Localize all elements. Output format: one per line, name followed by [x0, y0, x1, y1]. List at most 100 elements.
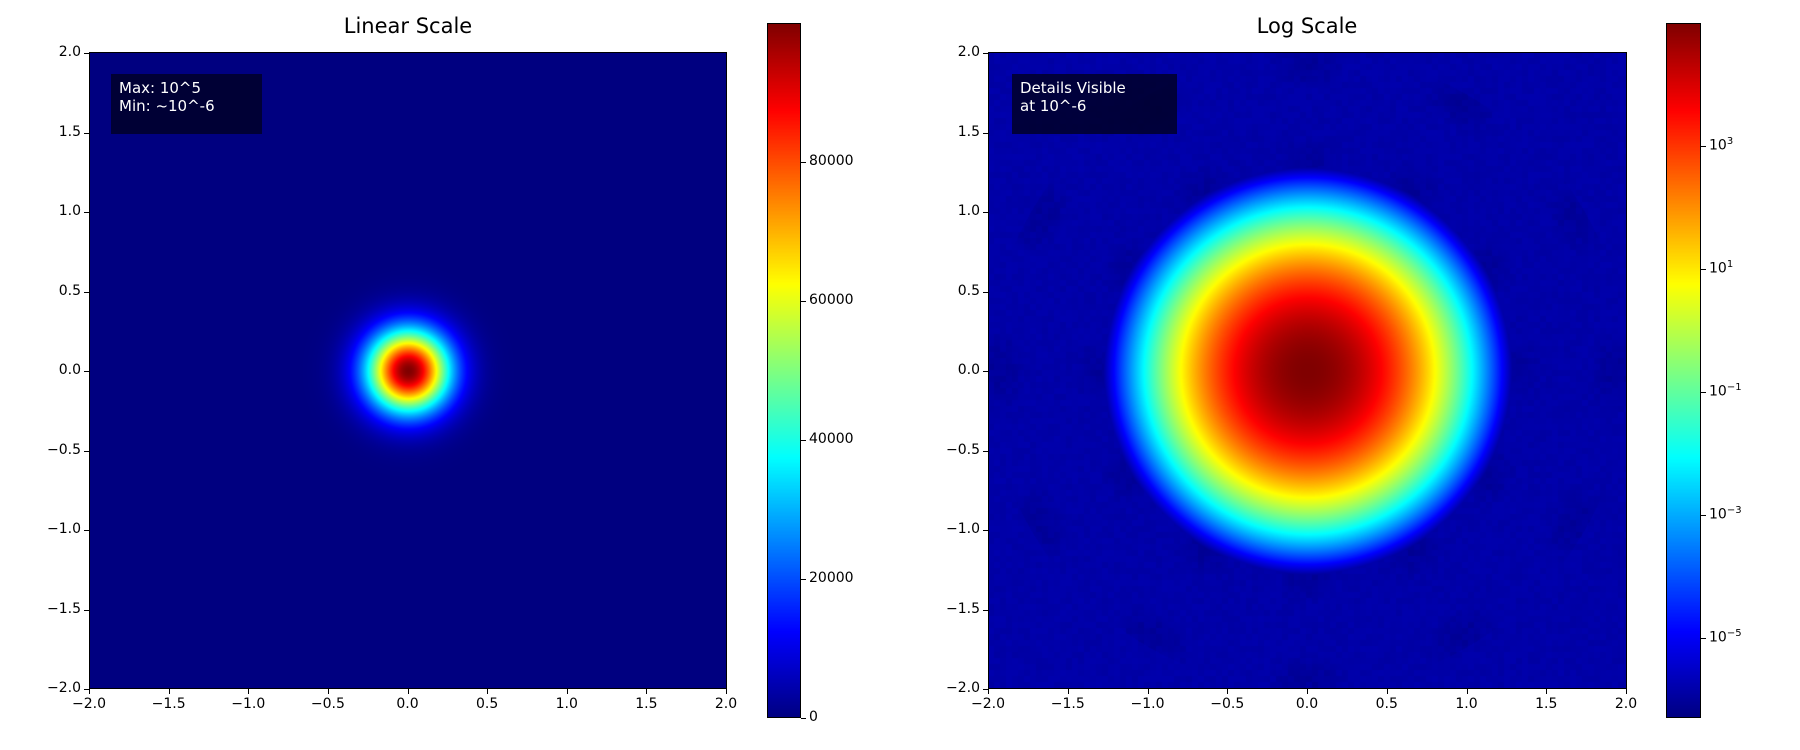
x-tick-label: 0.5 [475, 696, 499, 712]
y-tick-mark [983, 530, 988, 531]
x-tick-label: −2.0 [971, 696, 1005, 712]
x-tick-label: −0.5 [1210, 696, 1245, 712]
log-colorbar [1666, 23, 1701, 718]
annotation-line: Max: 10^5 [119, 79, 202, 97]
colorbar-tick-label: 10−1 [1709, 382, 1742, 400]
linear-colorbar [767, 23, 801, 718]
y-tick-label: 1.0 [957, 203, 980, 219]
y-tick-mark [84, 609, 89, 611]
x-tick-label: 1.0 [555, 696, 578, 712]
colorbar-tick-label: 40000 [809, 431, 854, 447]
y-tick-label: 1.5 [957, 123, 980, 140]
x-tick-label: −2.0 [72, 696, 106, 712]
colorbar-tick-label: 0 [809, 709, 818, 725]
annotation-line: Min: ~10^-6 [119, 97, 215, 115]
colorbar-tick-mark [801, 162, 806, 163]
colorbar-tick-mark [801, 718, 806, 719]
x-tick-mark [646, 689, 648, 694]
x-tick-label: 0.0 [396, 696, 419, 712]
x-tick-label: −1.5 [1050, 696, 1085, 712]
x-tick-mark [89, 689, 90, 694]
annotation-line: at 10^-6 [1020, 97, 1087, 115]
y-tick-mark [84, 212, 89, 213]
x-tick-label: −1.0 [1130, 696, 1165, 712]
x-tick-mark [1307, 689, 1308, 694]
x-tick-mark [1466, 689, 1468, 694]
x-tick-label: −1.5 [151, 696, 186, 712]
x-tick-mark [1386, 689, 1388, 694]
y-tick-label: 1.0 [58, 203, 81, 219]
tick-exponent: 1 [1726, 259, 1734, 271]
colorbar-tick-mark [1701, 392, 1706, 394]
x-tick-mark [407, 689, 409, 694]
x-tick-mark [248, 689, 250, 694]
x-tick-mark [988, 689, 989, 694]
tick-base: 10 [1709, 629, 1727, 646]
x-tick-label: 1.0 [1455, 696, 1478, 712]
x-tick-mark [1546, 689, 1548, 694]
x-tick-mark [726, 689, 727, 694]
x-tick-mark [1626, 689, 1627, 694]
y-tick-label: 0.0 [957, 362, 980, 378]
tick-base: 10 [1709, 383, 1727, 400]
y-tick-label: −2.0 [946, 680, 980, 696]
y-tick-mark [983, 450, 988, 452]
x-tick-mark [327, 689, 329, 694]
colorbar-tick-label: 10−5 [1709, 628, 1742, 646]
y-tick-label: −1.0 [946, 521, 980, 537]
y-tick-mark [983, 132, 988, 134]
x-tick-label: −1.0 [231, 696, 266, 712]
y-tick-mark [84, 530, 89, 531]
right-chart-title: Log Scale [1256, 14, 1358, 38]
tick-exponent: −5 [1726, 628, 1742, 640]
linear-heatmap [89, 52, 727, 689]
y-tick-mark [983, 291, 988, 293]
annotation-line: Details Visible [1020, 79, 1126, 97]
y-tick-label: −0.5 [47, 441, 81, 458]
x-tick-mark [1067, 689, 1069, 694]
y-tick-mark [983, 212, 988, 213]
colorbar-tick-mark [801, 301, 806, 302]
y-tick-mark [84, 450, 89, 452]
y-tick-label: −1.5 [47, 600, 81, 617]
x-tick-label: 2.0 [714, 696, 738, 712]
colorbar-tick-label: 101 [1709, 259, 1733, 277]
tick-base: 10 [1709, 260, 1727, 277]
x-tick-mark [1147, 689, 1149, 694]
y-tick-label: −1.0 [47, 521, 81, 537]
x-tick-label: 2.0 [1614, 696, 1638, 712]
y-tick-label: 2.0 [957, 44, 980, 60]
x-tick-label: 0.0 [1295, 696, 1319, 712]
x-tick-mark [168, 689, 170, 694]
y-tick-mark [983, 609, 988, 611]
y-tick-label: 2.0 [58, 44, 81, 60]
y-tick-label: 1.5 [58, 123, 81, 140]
y-tick-mark [84, 132, 89, 134]
y-tick-mark [983, 53, 988, 54]
colorbar-tick-mark [1701, 146, 1706, 147]
x-tick-mark [1227, 689, 1229, 694]
log-annotation-box: Details Visible at 10^-6 [1012, 74, 1177, 134]
colorbar-tick-mark [1701, 515, 1706, 517]
y-tick-mark [84, 689, 89, 690]
colorbar-tick-mark [1701, 269, 1706, 271]
colorbar-tick-mark [801, 579, 806, 580]
colorbar-tick-label: 20000 [809, 570, 854, 586]
x-tick-label: −0.5 [310, 696, 345, 712]
y-tick-mark [983, 371, 988, 372]
tick-base: 10 [1709, 506, 1727, 523]
left-chart-title: Linear Scale [343, 14, 473, 38]
y-tick-label: 0.5 [957, 282, 980, 299]
x-tick-label: 1.5 [635, 696, 658, 712]
x-tick-mark [566, 689, 568, 694]
y-tick-mark [84, 53, 89, 54]
y-tick-mark [84, 291, 89, 293]
colorbar-tick-label: 60000 [809, 292, 854, 308]
y-tick-mark [84, 371, 89, 372]
y-tick-label: −0.5 [946, 441, 980, 458]
x-tick-label: 1.5 [1535, 696, 1558, 712]
y-tick-label: 0.0 [58, 362, 81, 378]
colorbar-tick-label: 10−3 [1709, 505, 1742, 523]
colorbar-tick-label: 80000 [809, 153, 854, 169]
x-tick-label: 0.5 [1375, 696, 1398, 712]
